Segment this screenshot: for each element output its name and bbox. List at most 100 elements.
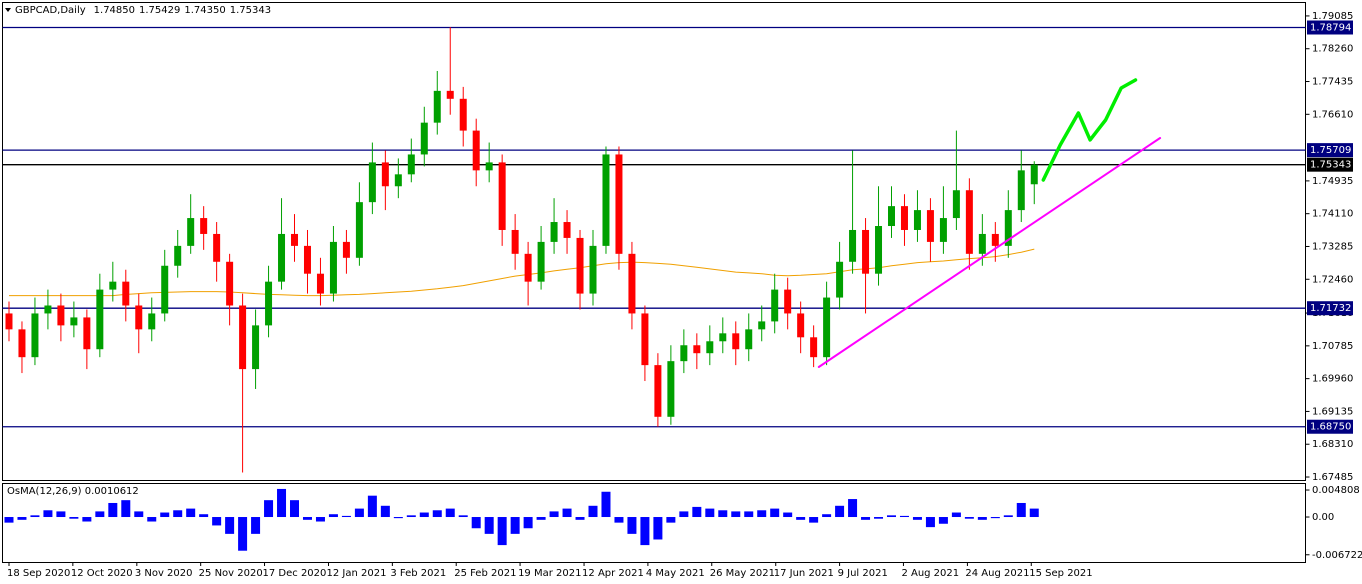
osma-bar — [43, 510, 53, 518]
osma-bar — [912, 517, 922, 520]
x-tick-label: 19 Mar 2021 — [518, 568, 581, 579]
candle-body — [836, 261, 844, 298]
osma-bar — [523, 517, 533, 529]
x-tick-label: 12 Apr 2021 — [582, 568, 644, 579]
osma-bar — [809, 517, 819, 523]
x-tick-label: 12 Jan 2021 — [327, 568, 387, 579]
osma-bar — [925, 517, 935, 528]
x-tick-label: 4 May 2021 — [646, 568, 705, 579]
y-tick-label: 1.68310 — [1312, 439, 1353, 450]
osma-bar — [861, 517, 871, 520]
menu-triangle[interactable] — [5, 8, 11, 12]
candle-body — [446, 90, 454, 99]
trendline — [817, 137, 1162, 368]
quote-value: 1.74850 — [94, 5, 135, 16]
candle-body — [900, 206, 908, 230]
candle-body — [265, 281, 273, 326]
candle-body — [654, 365, 662, 417]
osma-bar — [666, 517, 676, 523]
candle-body — [187, 218, 195, 246]
y-tick-label: 1.69135 — [1312, 406, 1353, 417]
candle-body — [394, 174, 402, 187]
osma-bar — [147, 517, 157, 522]
candle-body — [303, 245, 311, 274]
candle-body — [576, 237, 584, 294]
osma-bar — [938, 517, 948, 524]
y-tick-label: 1.72460 — [1312, 274, 1353, 285]
x-tick-label: 17 Jun 2021 — [774, 568, 834, 579]
osma-bar — [886, 515, 896, 518]
osma-bar — [536, 517, 546, 520]
candle-body — [849, 229, 857, 262]
candle-body — [342, 241, 350, 258]
candle-body — [329, 241, 337, 294]
y-tick-label: 1.79085 — [1312, 11, 1353, 22]
candle-body — [965, 190, 973, 254]
candle-body — [563, 222, 571, 238]
x-tick-label: 9 Jul 2021 — [838, 568, 888, 579]
quote-value: 1.74350 — [184, 5, 225, 16]
candle-body — [771, 289, 779, 322]
osma-bar — [380, 505, 390, 518]
osma-bar — [315, 517, 325, 522]
osma-bar — [406, 515, 416, 518]
y-tick-label: 1.67485 — [1312, 472, 1353, 483]
candle-body — [537, 241, 545, 282]
level-label: 1.78794 — [1310, 22, 1351, 33]
candle-body — [706, 341, 714, 354]
osma-bar — [484, 517, 494, 534]
candle-body — [732, 333, 740, 350]
y-tick-label: 0.00 — [1312, 512, 1334, 523]
indicator-panel — [2, 483, 1306, 563]
candle-body — [926, 210, 934, 242]
osma-bar — [225, 517, 235, 534]
symbol: GBPCAD,Daily — [15, 5, 86, 16]
candle-body — [823, 297, 831, 358]
candle-body — [239, 305, 247, 370]
candle-body — [226, 261, 234, 306]
osma-bar — [1016, 502, 1026, 518]
candle-body — [1017, 170, 1025, 211]
osma-bar — [186, 508, 196, 518]
y-tick-label: 1.69960 — [1312, 374, 1353, 385]
osma-bar — [134, 511, 144, 518]
price-panel — [2, 2, 1306, 481]
x-tick-label: 15 Sep 2021 — [1029, 568, 1092, 579]
osma-bar — [173, 510, 183, 518]
candle-body — [174, 245, 182, 266]
osma-bar — [640, 517, 650, 546]
candle-body — [316, 273, 324, 294]
osma-bar — [251, 517, 261, 534]
osma-bar — [69, 517, 79, 519]
candle-body — [939, 218, 947, 242]
osma-bar — [562, 508, 572, 518]
level-label: 1.75709 — [1310, 145, 1351, 156]
x-tick-label: 3 Feb 2021 — [390, 568, 446, 579]
candle-body — [952, 190, 960, 219]
osma-bar — [951, 512, 961, 518]
osma-bar — [627, 517, 637, 534]
candle-body — [875, 226, 883, 274]
candle-body — [680, 345, 688, 362]
osma-bar — [302, 517, 312, 520]
x-tick-label: 3 Nov 2020 — [135, 568, 193, 579]
x-tick-label: 26 May 2021 — [710, 568, 775, 579]
osma-bar — [497, 517, 507, 546]
level-label-box — [1307, 143, 1353, 158]
candle-body — [810, 337, 818, 358]
level-label-box — [1307, 20, 1353, 35]
candle-body — [913, 210, 921, 230]
candle-body — [355, 202, 363, 258]
candle-body — [96, 289, 104, 350]
y-tick-label: 1.70785 — [1312, 341, 1353, 352]
candle-body — [862, 229, 870, 274]
osma-bar — [692, 506, 702, 518]
candle-body — [641, 313, 649, 366]
osma-bar — [510, 517, 520, 534]
x-tick-label: 2 Aug 2021 — [901, 568, 959, 579]
candle-body — [758, 321, 766, 330]
osma-bar — [328, 514, 338, 518]
osma-bar — [458, 515, 468, 518]
osma-bar — [82, 517, 92, 522]
